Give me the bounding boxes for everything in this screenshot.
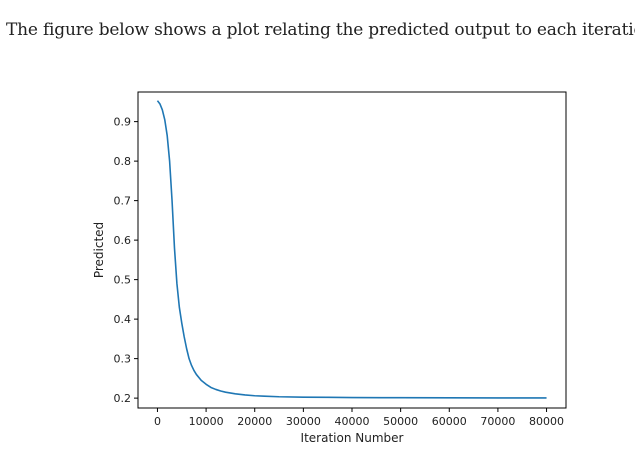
x-tick-label: 10000 (189, 415, 224, 428)
y-axis-label: Predicted (92, 222, 106, 278)
x-tick-label: 80000 (529, 415, 564, 428)
x-tick-label: 70000 (480, 415, 515, 428)
y-tick-label: 0.4 (114, 313, 132, 326)
y-tick-label: 0.6 (114, 234, 132, 247)
x-tick-label: 0 (154, 415, 161, 428)
y-axis-ticks: 0.2 0.3 0.4 0.5 0.6 0.7 0.8 0.9 (114, 116, 138, 405)
y-tick-label: 0.7 (114, 195, 132, 208)
y-tick-label: 0.5 (114, 274, 132, 287)
x-tick-label: 20000 (237, 415, 272, 428)
y-tick-label: 0.8 (114, 155, 132, 168)
intro-text: The figure below shows a plot relating t… (6, 20, 635, 40)
x-tick-label: 40000 (335, 415, 370, 428)
x-tick-label: 60000 (432, 415, 467, 428)
plot-frame (137, 91, 567, 409)
x-tick-label: 30000 (286, 415, 321, 428)
x-tick-label: 50000 (383, 415, 418, 428)
series-line (156, 100, 547, 399)
y-tick-label: 0.2 (114, 392, 132, 405)
x-axis-label: Iteration Number (301, 431, 404, 445)
x-axis-ticks: 0 10000 20000 30000 40000 50000 60000 70000 8000… (154, 408, 564, 428)
y-tick-label: 0.3 (114, 353, 132, 366)
y-tick-label: 0.9 (114, 116, 132, 129)
